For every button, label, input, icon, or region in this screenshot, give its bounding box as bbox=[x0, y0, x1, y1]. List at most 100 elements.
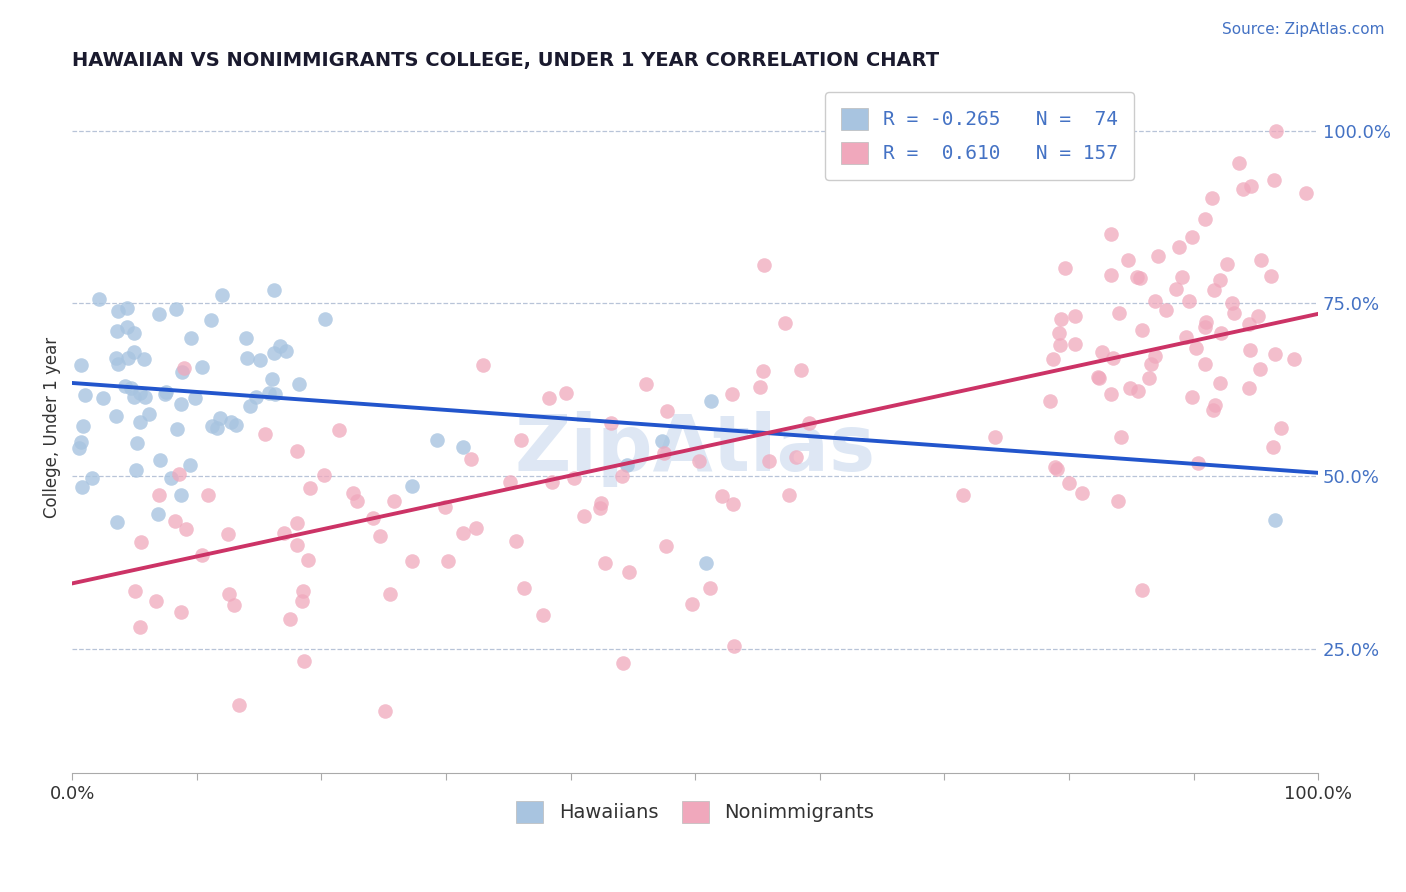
Point bbox=[699, 581, 721, 595]
Point bbox=[1166, 282, 1188, 296]
Point bbox=[148, 307, 170, 321]
Point bbox=[1260, 268, 1282, 283]
Point bbox=[1043, 459, 1066, 474]
Text: Source: ZipAtlas.com: Source: ZipAtlas.com bbox=[1222, 22, 1385, 37]
Point bbox=[105, 324, 128, 338]
Point bbox=[180, 331, 202, 345]
Point bbox=[346, 494, 368, 508]
Point bbox=[778, 488, 800, 502]
Point bbox=[179, 458, 201, 472]
Point bbox=[1091, 345, 1114, 359]
Point bbox=[1088, 371, 1111, 385]
Point bbox=[170, 605, 193, 619]
Point bbox=[211, 288, 233, 302]
Point bbox=[1270, 421, 1292, 435]
Point bbox=[105, 351, 128, 366]
Point bbox=[342, 486, 364, 500]
Point bbox=[1209, 273, 1232, 287]
Y-axis label: College, Under 1 year: College, Under 1 year bbox=[44, 337, 60, 518]
Point bbox=[170, 397, 193, 411]
Point bbox=[513, 581, 536, 595]
Point bbox=[269, 339, 291, 353]
Point bbox=[984, 429, 1007, 443]
Point bbox=[1237, 318, 1260, 332]
Legend: Hawaiians, Nonimmigrants: Hawaiians, Nonimmigrants bbox=[506, 791, 884, 833]
Point bbox=[73, 388, 96, 402]
Point bbox=[378, 587, 401, 601]
Point bbox=[285, 444, 308, 458]
Point bbox=[1116, 253, 1139, 268]
Point bbox=[228, 698, 250, 712]
Point bbox=[1264, 124, 1286, 138]
Point bbox=[155, 384, 177, 399]
Point bbox=[1239, 343, 1261, 357]
Point bbox=[1246, 309, 1268, 323]
Point bbox=[453, 526, 475, 541]
Point bbox=[105, 409, 128, 423]
Point bbox=[1216, 257, 1239, 271]
Point bbox=[260, 372, 283, 386]
Point bbox=[208, 411, 231, 425]
Point bbox=[218, 587, 240, 601]
Point bbox=[1249, 361, 1271, 376]
Point bbox=[1240, 178, 1263, 193]
Point bbox=[652, 446, 675, 460]
Point bbox=[129, 386, 152, 401]
Point bbox=[1147, 249, 1170, 263]
Point bbox=[1042, 352, 1064, 367]
Point bbox=[225, 418, 247, 433]
Point bbox=[107, 304, 129, 318]
Point bbox=[952, 488, 974, 502]
Point bbox=[285, 538, 308, 552]
Point bbox=[1178, 293, 1201, 308]
Point bbox=[401, 553, 423, 567]
Point bbox=[200, 313, 222, 327]
Point bbox=[297, 553, 319, 567]
Point bbox=[1049, 311, 1071, 326]
Point bbox=[125, 436, 148, 450]
Point bbox=[799, 416, 821, 430]
Point bbox=[1194, 212, 1216, 227]
Point bbox=[1174, 330, 1197, 344]
Point bbox=[1087, 370, 1109, 384]
Point bbox=[163, 515, 186, 529]
Point bbox=[80, 471, 103, 485]
Point bbox=[124, 326, 146, 340]
Point bbox=[1107, 494, 1129, 508]
Point bbox=[681, 597, 703, 611]
Point bbox=[612, 656, 634, 670]
Point bbox=[129, 620, 152, 634]
Point bbox=[636, 377, 658, 392]
Point bbox=[67, 441, 90, 455]
Point bbox=[1099, 227, 1122, 241]
Point bbox=[235, 331, 257, 345]
Point bbox=[1143, 349, 1166, 363]
Point bbox=[254, 427, 277, 442]
Point bbox=[790, 363, 813, 377]
Point bbox=[1167, 239, 1189, 253]
Point bbox=[531, 608, 554, 623]
Point bbox=[70, 359, 93, 373]
Point bbox=[752, 258, 775, 272]
Point bbox=[1047, 326, 1070, 340]
Point bbox=[1194, 320, 1216, 334]
Point bbox=[695, 557, 717, 571]
Point bbox=[1220, 295, 1243, 310]
Point bbox=[465, 521, 488, 535]
Point bbox=[1119, 381, 1142, 395]
Point bbox=[1137, 371, 1160, 385]
Point bbox=[191, 548, 214, 562]
Point bbox=[1181, 390, 1204, 404]
Point bbox=[122, 390, 145, 404]
Point bbox=[1049, 338, 1071, 352]
Point bbox=[1204, 284, 1226, 298]
Point bbox=[176, 522, 198, 536]
Point bbox=[1129, 270, 1152, 285]
Point bbox=[129, 416, 152, 430]
Point bbox=[374, 704, 396, 718]
Point bbox=[368, 529, 391, 543]
Point bbox=[1144, 294, 1167, 309]
Point bbox=[1209, 376, 1232, 390]
Point bbox=[328, 423, 350, 437]
Point bbox=[89, 292, 111, 306]
